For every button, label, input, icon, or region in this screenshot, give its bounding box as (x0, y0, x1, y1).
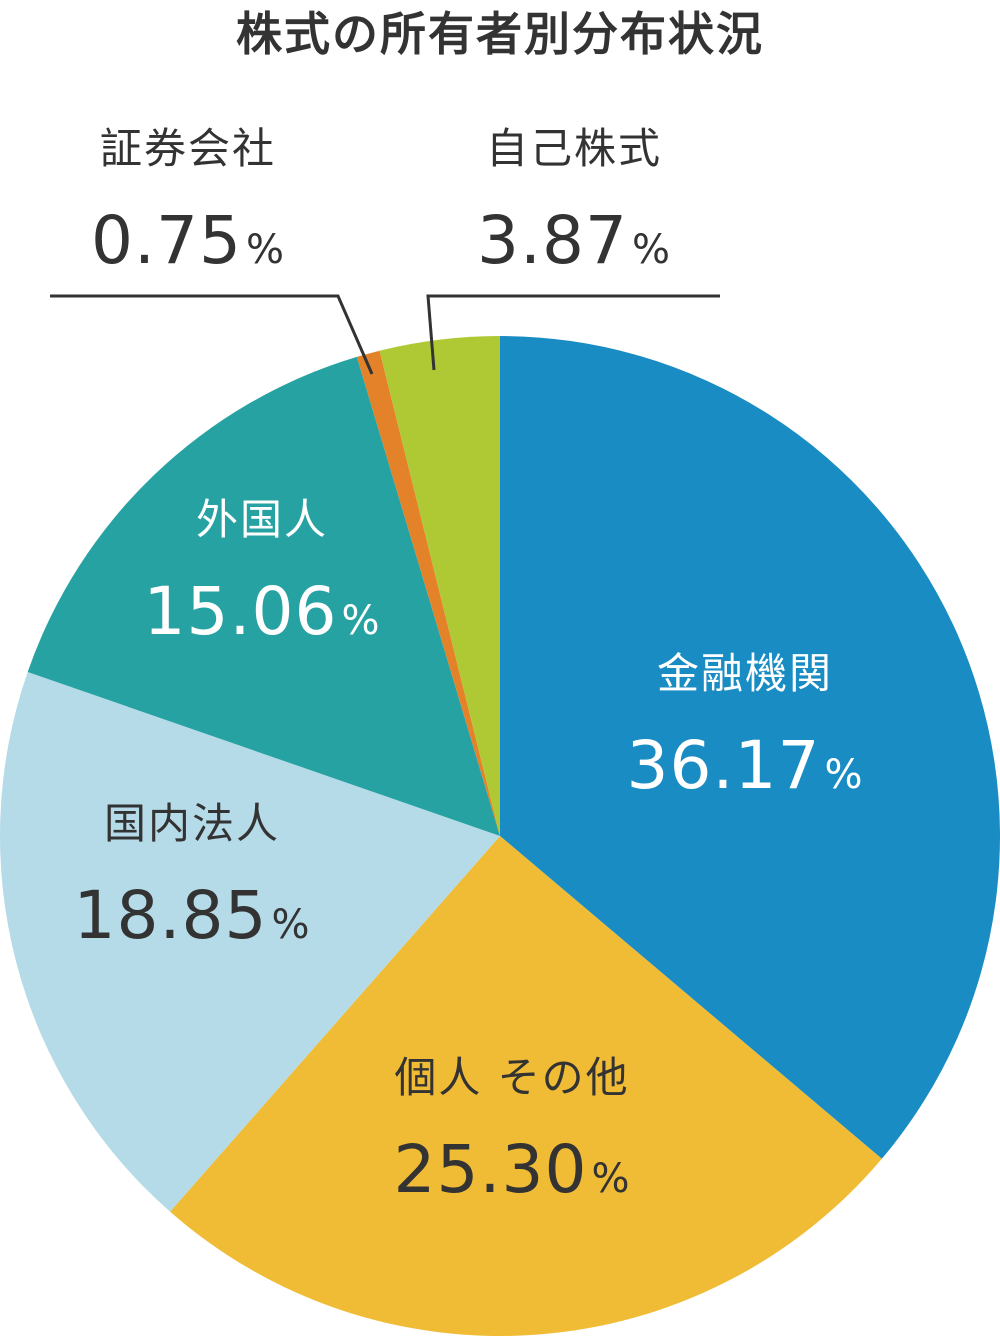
slice-securities-companies (356, 350, 500, 836)
slice-value-number: 18.85 (74, 877, 268, 954)
slice-individuals-other (170, 836, 882, 1336)
slice-value-foreign-investors: 15.06% (144, 573, 381, 650)
slice-label-domestic-corporations: 国内法人 (104, 799, 280, 848)
slice-foreign-investors (27, 356, 500, 836)
slice-domestic-corporations (0, 671, 500, 1212)
slice-label-securities-companies: 証券会社 (100, 124, 276, 173)
slice-value-treasury-stock: 3.87% (477, 202, 671, 279)
slice-label-treasury-stock: 自己株式 (486, 124, 662, 173)
slice-value-percent-sign: % (591, 1156, 630, 1202)
slice-treasury-stock (379, 336, 500, 836)
slice-value-percent-sign: % (271, 902, 310, 948)
slice-value-percent-sign: % (246, 227, 285, 273)
slice-value-number: 3.87 (477, 202, 628, 279)
slice-label-individuals-other: 個人 その他 (394, 1053, 629, 1102)
slice-value-number: 36.17 (627, 727, 821, 804)
leader-line-securities-companies (50, 294, 374, 375)
slice-value-number: 15.06 (144, 573, 338, 650)
slice-value-financial-institutions: 36.17% (627, 727, 864, 804)
slice-financial-institutions (500, 336, 1000, 1159)
slice-value-domestic-corporations: 18.85% (74, 877, 311, 954)
slice-value-securities-companies: 0.75% (91, 202, 285, 279)
leader-line-treasury-stock (426, 294, 720, 371)
slice-value-number: 0.75 (91, 202, 242, 279)
slice-value-percent-sign: % (824, 752, 863, 798)
slice-label-foreign-investors: 外国人 (196, 495, 328, 544)
chart-title: 株式の所有者別分布状況 (236, 7, 764, 61)
slice-label-financial-institutions: 金融機関 (657, 649, 833, 698)
slice-value-number: 25.30 (394, 1131, 588, 1208)
slice-value-percent-sign: % (632, 227, 671, 273)
slice-value-individuals-other: 25.30% (394, 1131, 631, 1208)
slice-value-percent-sign: % (341, 598, 380, 644)
